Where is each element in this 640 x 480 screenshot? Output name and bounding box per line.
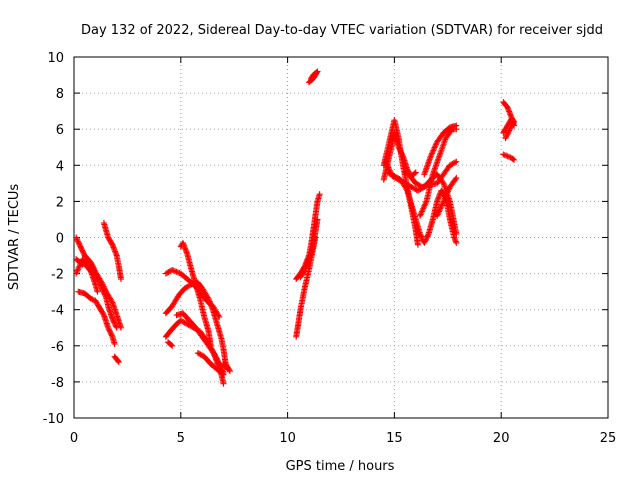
y-tick-label: 0: [56, 232, 64, 247]
y-tick-label: -10: [43, 412, 64, 427]
data-point-markers: [173, 310, 227, 376]
x-tick-label: 5: [177, 431, 185, 446]
y-tick-label: 10: [47, 51, 64, 66]
data-track: [421, 122, 460, 178]
data-point-markers: [75, 288, 118, 347]
data-track: [402, 169, 419, 180]
y-tick-label: 6: [56, 123, 64, 138]
data-track: [177, 239, 214, 349]
data-point-markers: [402, 169, 419, 180]
data-track: [417, 126, 460, 219]
y-axis-label: SDTVAR / TECUs: [7, 184, 22, 291]
x-tick-label: 10: [279, 431, 296, 446]
data-point-markers: [500, 115, 518, 142]
data-point-markers: [380, 129, 460, 190]
data-point-markers: [220, 360, 231, 373]
data-track: [100, 220, 124, 283]
data-track: [297, 216, 321, 281]
data-track: [164, 339, 176, 349]
x-axis-label: GPS time / hours: [286, 459, 395, 474]
data-track: [500, 151, 518, 163]
data-point-markers: [417, 126, 460, 219]
x-tick-label: 15: [386, 431, 403, 446]
data-track: [73, 256, 101, 295]
x-tick-label: 0: [70, 431, 78, 446]
data-point-markers: [164, 339, 176, 349]
data-point-markers: [177, 239, 214, 349]
data-track: [173, 310, 227, 376]
y-tick-label: 2: [56, 195, 64, 210]
data-point-markers: [73, 256, 101, 295]
data-series: [73, 68, 518, 387]
chart-title: Day 132 of 2022, Sidereal Day-to-day VTE…: [81, 23, 603, 38]
data-track: [194, 350, 227, 378]
data-track: [500, 115, 518, 142]
y-tick-label: 4: [56, 159, 64, 174]
data-track: [75, 288, 118, 347]
y-tick-label: -4: [51, 304, 64, 319]
grid: [74, 57, 608, 418]
data-point-markers: [500, 151, 518, 163]
data-point-markers: [194, 350, 227, 378]
data-point-markers: [100, 220, 124, 283]
data-point-markers: [297, 216, 321, 281]
y-tick-label: -6: [51, 340, 64, 355]
y-tick-label: 8: [56, 87, 64, 102]
data-track: [111, 353, 122, 366]
data-track: [434, 174, 460, 219]
data-point-markers: [421, 122, 460, 178]
y-tick-label: -8: [51, 376, 64, 391]
x-tick-label: 25: [600, 431, 617, 446]
x-tick-label: 20: [493, 431, 510, 446]
y-tick-label: -2: [51, 268, 64, 283]
data-point-markers: [434, 174, 460, 219]
data-point-markers: [111, 353, 122, 366]
data-point-markers: [305, 68, 321, 86]
data-track: [380, 129, 460, 190]
axis-ticks: 0 5 10 15 20 25 -10 -8 -6 -4 -2 0 2 4 6 8 10: [43, 51, 617, 446]
data-track: [220, 360, 231, 373]
data-track: [305, 68, 321, 86]
